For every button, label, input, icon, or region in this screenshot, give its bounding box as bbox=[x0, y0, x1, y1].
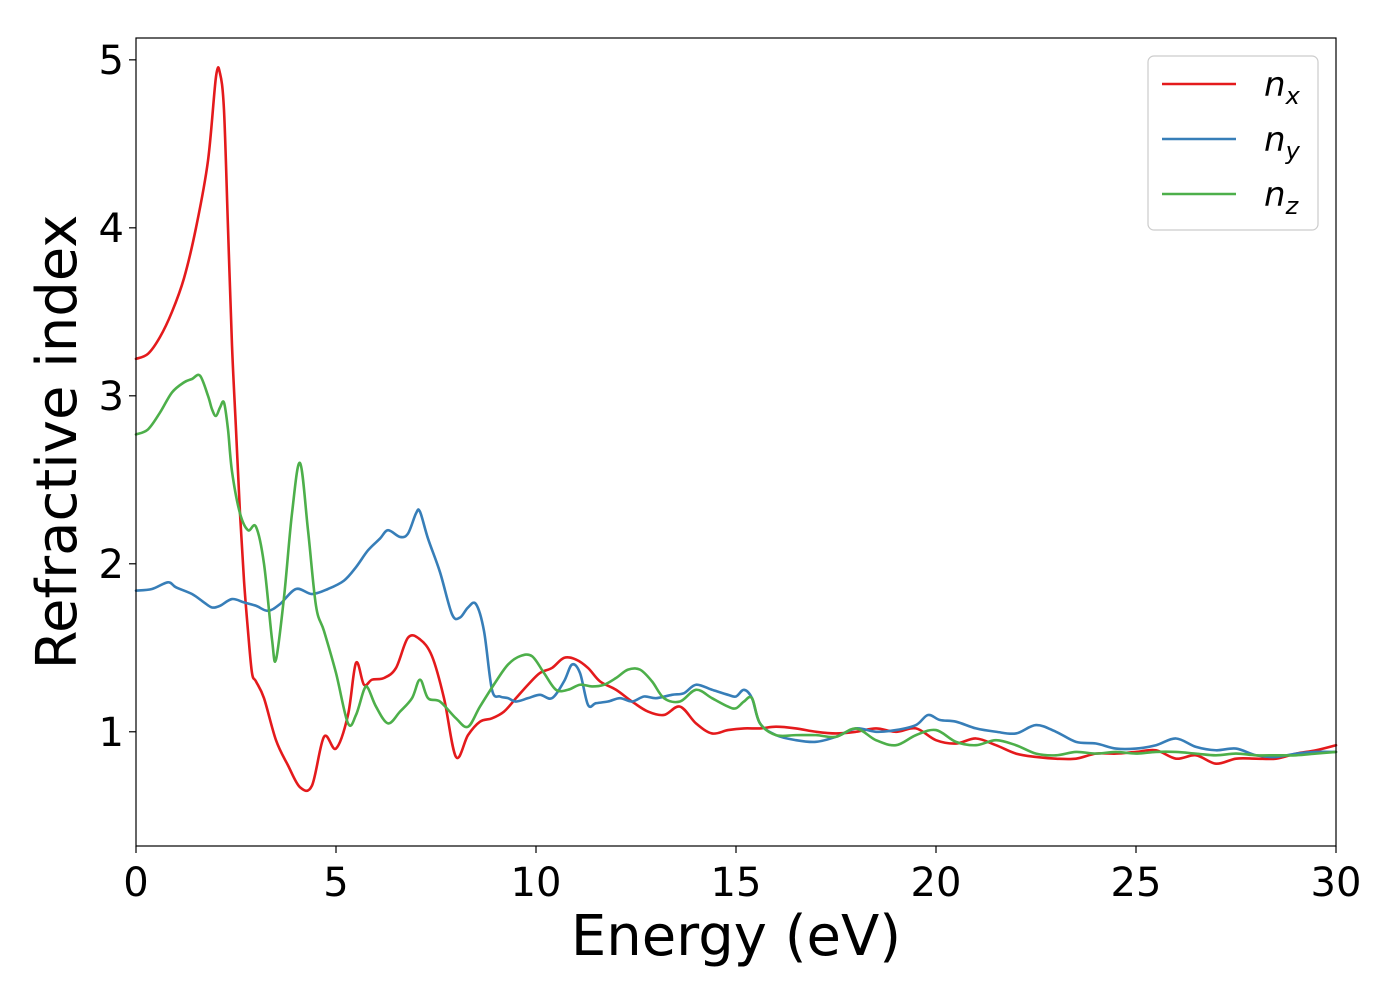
y-tick-label: 4 bbox=[99, 206, 124, 252]
x-tick-label: 20 bbox=[911, 860, 962, 906]
y-tick-label: 1 bbox=[99, 710, 124, 756]
x-tick-label: 30 bbox=[1311, 860, 1362, 906]
plot-area bbox=[136, 38, 1336, 846]
x-axis-label: Energy (eV) bbox=[571, 904, 901, 969]
x-axis-ticks: 0 5 10 15 20 25 30 bbox=[123, 846, 1361, 906]
x-tick-label: 10 bbox=[511, 860, 562, 906]
x-tick-label: 5 bbox=[323, 860, 348, 906]
x-tick-label: 25 bbox=[1111, 860, 1162, 906]
y-tick-label: 2 bbox=[99, 542, 124, 588]
y-tick-label: 3 bbox=[99, 374, 124, 420]
series-line-nz bbox=[134, 373, 1338, 757]
x-tick-label: 15 bbox=[711, 860, 762, 906]
series-layer bbox=[134, 66, 1338, 793]
series-line-ny bbox=[134, 508, 1338, 759]
y-axis-ticks: 1 2 3 4 5 bbox=[99, 38, 136, 756]
y-axis-label: Refractive index bbox=[25, 215, 90, 670]
legend-box bbox=[1147, 55, 1319, 231]
y-tick-label: 5 bbox=[99, 38, 124, 84]
x-tick-label: 0 bbox=[123, 860, 148, 906]
